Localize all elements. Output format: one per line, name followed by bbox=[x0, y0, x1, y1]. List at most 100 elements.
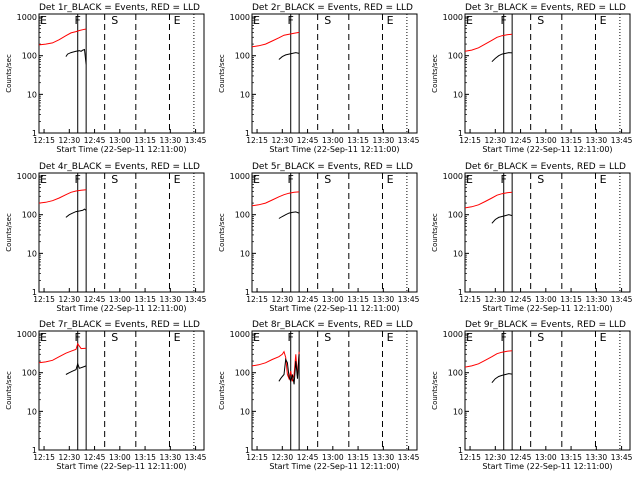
y-axis-label: Counts/sec bbox=[5, 54, 13, 93]
series-line bbox=[251, 191, 300, 207]
x-tick-label: 12:30 bbox=[484, 295, 506, 304]
series-line bbox=[278, 354, 300, 385]
x-tick-label: 12:30 bbox=[271, 453, 293, 462]
x-tick-label: 13:00 bbox=[535, 453, 557, 462]
marker-label: S bbox=[324, 14, 331, 27]
x-axis-label: Start Time (22-Sep-11 12:11:00) bbox=[56, 462, 186, 471]
x-tick-label: 12:45 bbox=[510, 453, 532, 462]
marker-label: E bbox=[40, 14, 47, 27]
chart-title: Det 8r_BLACK = Events, RED = LLD bbox=[252, 320, 413, 330]
chart-title: Det 3r_BLACK = Events, RED = LLD bbox=[465, 3, 626, 13]
x-tick-label: 13:15 bbox=[347, 136, 369, 145]
x-tick-label: 12:30 bbox=[58, 453, 80, 462]
chart-title: Det 4r_BLACK = Events, RED = LLD bbox=[39, 162, 200, 172]
plot-frame bbox=[38, 13, 205, 134]
x-tick-label: 13:30 bbox=[586, 295, 608, 304]
y-tick-label: 1000 bbox=[230, 13, 250, 22]
y-tick-label: 1 bbox=[458, 129, 463, 138]
x-tick-label: 13:15 bbox=[347, 295, 369, 304]
x-tick-label: 13:45 bbox=[185, 295, 207, 304]
plot-frame bbox=[251, 330, 418, 451]
x-tick-label: 13:00 bbox=[535, 136, 557, 145]
y-tick-label: 100 bbox=[22, 211, 37, 220]
y-axis-label: Counts/sec bbox=[431, 54, 439, 93]
y-tick-label: 1000 bbox=[443, 13, 463, 22]
y-axis-label: Counts/sec bbox=[218, 213, 226, 252]
marker-label: E bbox=[253, 331, 260, 344]
chart-title: Det 2r_BLACK = Events, RED = LLD bbox=[252, 3, 413, 13]
marker-label: S bbox=[324, 331, 331, 344]
marker-label: S bbox=[111, 331, 118, 344]
x-tick-label: 12:15 bbox=[246, 136, 268, 145]
y-axis-label: Counts/sec bbox=[5, 371, 13, 410]
series-line bbox=[251, 350, 300, 382]
x-tick-label: 13:30 bbox=[373, 295, 395, 304]
series-line bbox=[464, 350, 513, 368]
x-tick-label: 13:00 bbox=[109, 136, 131, 145]
x-tick-label: 13:00 bbox=[322, 453, 344, 462]
series-line bbox=[65, 208, 87, 218]
marker-label: E bbox=[174, 14, 181, 27]
marker-label: F bbox=[75, 14, 81, 27]
chart-panel: Det 1r_BLACK = Events, RED = LLD Counts/s… bbox=[5, 3, 207, 154]
y-tick-label: 1 bbox=[245, 288, 250, 297]
marker-label: F bbox=[75, 173, 81, 186]
series-line bbox=[251, 31, 300, 48]
series-line bbox=[491, 373, 513, 384]
x-tick-label: 13:00 bbox=[322, 136, 344, 145]
marker-label: E bbox=[600, 173, 607, 186]
series-line bbox=[38, 342, 87, 364]
y-tick-label: 100 bbox=[235, 369, 250, 378]
marker-label: S bbox=[111, 14, 118, 27]
x-tick-label: 13:15 bbox=[134, 136, 156, 145]
x-tick-label: 13:30 bbox=[160, 453, 182, 462]
marker-label: F bbox=[288, 173, 294, 186]
y-axis-label: Counts/sec bbox=[218, 54, 226, 93]
x-tick-label: 13:30 bbox=[373, 453, 395, 462]
x-axis-label: Start Time (22-Sep-11 12:11:00) bbox=[482, 462, 612, 471]
x-tick-label: 13:45 bbox=[185, 136, 207, 145]
marker-label: E bbox=[600, 14, 607, 27]
x-axis-label: Start Time (22-Sep-11 12:11:00) bbox=[269, 462, 399, 471]
x-tick-label: 13:15 bbox=[560, 295, 582, 304]
x-tick-label: 13:30 bbox=[160, 136, 182, 145]
chart-panel: Det 5r_BLACK = Events, RED = LLD Counts/s… bbox=[218, 162, 420, 313]
x-tick-label: 13:45 bbox=[611, 453, 633, 462]
x-axis-label: Start Time (22-Sep-11 12:11:00) bbox=[56, 145, 186, 154]
y-tick-label: 10 bbox=[27, 407, 37, 416]
x-tick-label: 12:30 bbox=[58, 295, 80, 304]
plot-frame bbox=[251, 13, 418, 134]
y-tick-label: 1000 bbox=[230, 330, 250, 339]
x-tick-label: 13:15 bbox=[560, 453, 582, 462]
marker-label: S bbox=[111, 173, 118, 186]
y-tick-label: 10 bbox=[453, 249, 463, 258]
marker-label: F bbox=[288, 14, 294, 27]
y-tick-label: 10 bbox=[27, 90, 37, 99]
x-tick-label: 12:15 bbox=[33, 136, 55, 145]
x-axis-label: Start Time (22-Sep-11 12:11:00) bbox=[269, 304, 399, 313]
y-tick-label: 100 bbox=[235, 211, 250, 220]
y-axis-label: Counts/sec bbox=[431, 371, 439, 410]
x-tick-label: 12:15 bbox=[459, 136, 481, 145]
y-tick-label: 1 bbox=[32, 446, 37, 455]
series-line bbox=[491, 214, 513, 224]
chart-panel: Det 4r_BLACK = Events, RED = LLD Counts/s… bbox=[5, 162, 207, 313]
marker-label: E bbox=[466, 331, 473, 344]
x-tick-label: 12:15 bbox=[459, 453, 481, 462]
chart-panel: Det 7r_BLACK = Events, RED = LLD Counts/s… bbox=[5, 320, 207, 471]
marker-label: E bbox=[253, 173, 260, 186]
x-tick-label: 13:15 bbox=[134, 453, 156, 462]
y-tick-label: 1 bbox=[245, 446, 250, 455]
y-axis-label: Counts/sec bbox=[431, 213, 439, 252]
x-tick-label: 12:45 bbox=[297, 295, 319, 304]
x-tick-label: 12:45 bbox=[84, 453, 106, 462]
marker-label: F bbox=[501, 14, 507, 27]
y-tick-label: 100 bbox=[448, 211, 463, 220]
chart-panel: Det 6r_BLACK = Events, RED = LLD Counts/s… bbox=[431, 162, 633, 313]
y-tick-label: 1 bbox=[32, 129, 37, 138]
x-tick-label: 12:45 bbox=[510, 295, 532, 304]
plot-frame bbox=[38, 172, 205, 293]
x-tick-label: 13:45 bbox=[398, 295, 420, 304]
series-line bbox=[38, 28, 87, 46]
